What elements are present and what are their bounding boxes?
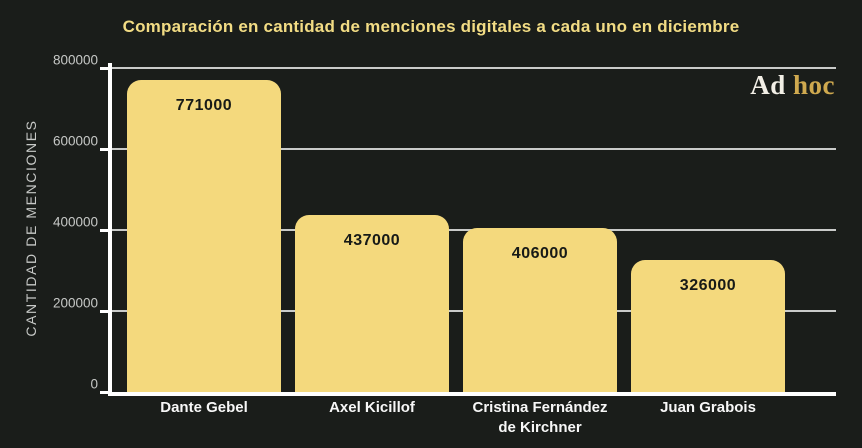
adhoc-logo-text-gold: hoc	[793, 70, 835, 100]
y-tick-mark-600000	[100, 147, 109, 151]
category-label-dante-gebel: Dante Gebel	[160, 399, 248, 416]
y-axis-line	[108, 63, 112, 396]
y-tick-mark-0	[100, 390, 109, 394]
x-axis-line	[108, 392, 836, 396]
y-tick-mark-400000	[100, 228, 109, 232]
bar-dante-gebel: 771000	[127, 79, 281, 392]
y-tick-label-200000: 200000	[52, 295, 98, 311]
adhoc-logo: Ad hoc	[750, 70, 835, 101]
bars-row: 771000 437000 406000 326000	[112, 68, 836, 392]
bar-value-label-juan-grabois: 326000	[679, 276, 737, 294]
category-label-axel-kicillof: Axel Kicillof	[329, 399, 415, 416]
bar-value-label-dante-gebel: 771000	[175, 96, 233, 114]
bar-axel-kicillof: 437000	[295, 215, 449, 392]
bar-value-label-cristina-fernandez-de-kirchner: 406000	[511, 244, 569, 262]
bar-juan-grabois: 326000	[631, 259, 785, 392]
plot-area: 771000 437000 406000 326000 0 200000 400000 60…	[53, 53, 836, 396]
gridline-800000	[112, 67, 836, 69]
y-tick-mark-800000	[100, 66, 109, 70]
category-label-cristina-fernandez-de-kirchner: Cristina Fernández de Kirchner	[472, 399, 608, 436]
y-tick-label-800000: 800000	[52, 52, 98, 68]
gridline-600000	[112, 148, 836, 150]
bar-value-label-axel-kicillof: 437000	[343, 232, 401, 250]
category-label-juan-grabois: Juan Grabois	[660, 399, 756, 416]
adhoc-logo-text-white: Ad	[750, 70, 786, 100]
x-labels-row: Dante Gebel Axel Kicillof Cristina Fernánd…	[112, 398, 836, 437]
chart-title: Comparación en cantidad de menciones dig…	[122, 17, 740, 36]
bar-cristina-fernandez-de-kirchner: 406000	[463, 227, 617, 392]
y-tick-mark-200000	[100, 309, 109, 313]
y-tick-label-400000: 400000	[52, 214, 98, 230]
y-tick-label-600000: 600000	[52, 133, 98, 149]
y-axis-title: CANTIDAD DE MENCIONES	[23, 119, 39, 337]
y-tick-label-0: 0	[90, 376, 98, 392]
